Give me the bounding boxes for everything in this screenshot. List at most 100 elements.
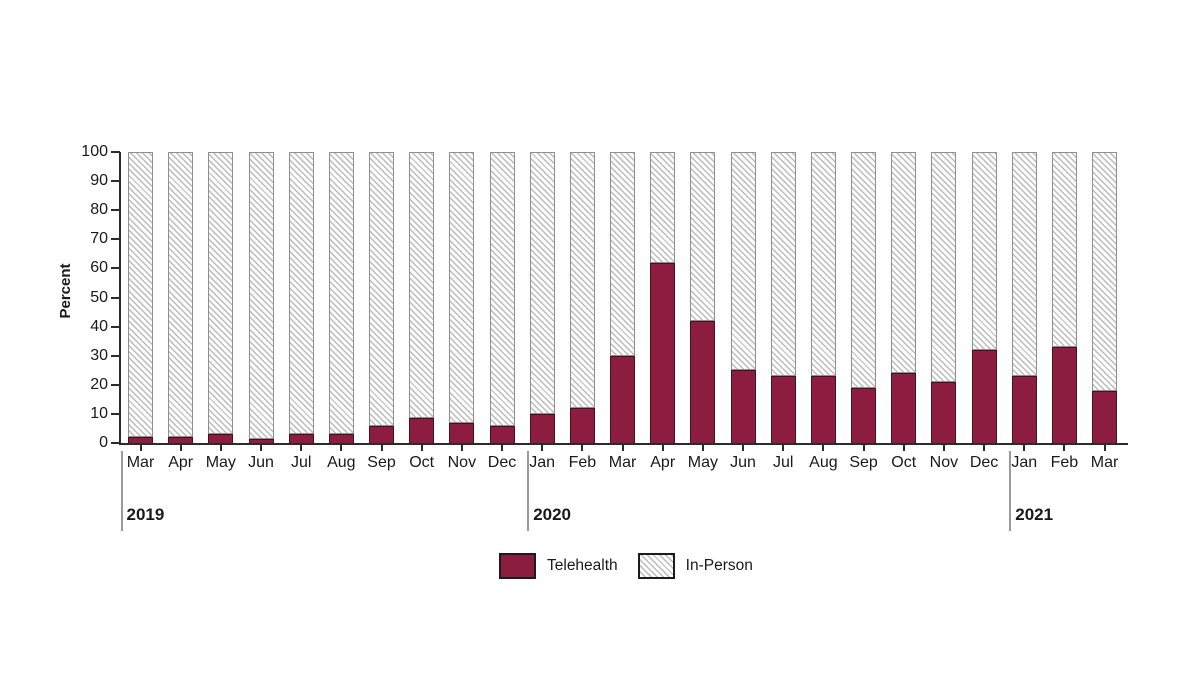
y-axis-tick-label: 50 bbox=[90, 288, 108, 306]
month-label: Apr bbox=[650, 454, 676, 471]
y-axis-tick-label: 60 bbox=[90, 259, 108, 277]
telehealth-bar-segment bbox=[610, 355, 636, 443]
month-label: Jan bbox=[1011, 454, 1038, 471]
in-person-bar-segment bbox=[569, 152, 595, 409]
y-axis-tick-label: 30 bbox=[90, 346, 108, 364]
year-label: 2020 bbox=[533, 505, 572, 524]
in-person-bar-segment bbox=[288, 152, 314, 435]
x-axis-tick bbox=[701, 445, 704, 451]
telehealth-bar-segment bbox=[971, 349, 997, 443]
x-axis-tick bbox=[501, 445, 504, 451]
telehealth-bar-segment bbox=[168, 437, 194, 443]
x-axis-tick bbox=[300, 445, 303, 451]
telehealth-bar-segment bbox=[569, 408, 595, 443]
y-axis-tick bbox=[111, 180, 120, 183]
in-person-bar-segment bbox=[1092, 152, 1118, 391]
month-label: Nov bbox=[929, 454, 959, 471]
month-label: Dec bbox=[487, 454, 517, 471]
y-axis-tick bbox=[111, 209, 120, 212]
in-person-bar-segment bbox=[328, 152, 354, 435]
x-axis-tick bbox=[139, 445, 142, 451]
in-person-legend-label: In-Person bbox=[685, 557, 753, 574]
x-axis-tick bbox=[1063, 445, 1066, 451]
in-person-bar-segment bbox=[690, 152, 716, 321]
year-label: 2019 bbox=[126, 505, 165, 524]
y-axis-line bbox=[119, 152, 121, 445]
y-axis-tick bbox=[111, 442, 120, 444]
telehealth-bar-segment bbox=[328, 434, 354, 443]
in-person-bar-segment bbox=[248, 152, 274, 439]
telehealth-bar-segment bbox=[1092, 390, 1118, 443]
x-axis-tick bbox=[942, 445, 945, 451]
in-person-bar-segment bbox=[409, 152, 435, 419]
y-axis-tick bbox=[111, 296, 120, 299]
x-axis-tick bbox=[983, 445, 986, 451]
telehealth-bar-segment bbox=[730, 370, 756, 443]
month-label: Sep bbox=[849, 454, 878, 471]
in-person-bar-segment bbox=[489, 152, 515, 426]
x-axis-tick bbox=[219, 445, 222, 451]
x-axis-tick bbox=[902, 445, 905, 451]
telehealth-bar-segment bbox=[248, 438, 274, 443]
in-person-bar-segment bbox=[128, 152, 153, 438]
month-label: Nov bbox=[447, 454, 477, 471]
telehealth-bar-segment bbox=[770, 376, 796, 443]
month-label: Mar bbox=[608, 454, 637, 471]
in-person-bar-segment bbox=[851, 152, 877, 388]
telehealth-bar-segment bbox=[690, 320, 716, 443]
in-person-bar-segment bbox=[529, 152, 555, 414]
y-axis-tick bbox=[111, 354, 120, 357]
x-axis-tick bbox=[621, 445, 624, 451]
telehealth-bar-segment bbox=[449, 422, 475, 443]
in-person-bar-segment bbox=[208, 152, 234, 435]
in-person-bar-segment bbox=[891, 152, 917, 374]
y-axis-tick-label: 80 bbox=[90, 201, 108, 219]
telehealth-bar-segment bbox=[529, 413, 555, 443]
x-axis-tick bbox=[420, 445, 423, 451]
x-axis-tick bbox=[179, 445, 182, 451]
telehealth-bar-segment bbox=[1011, 376, 1037, 443]
telehealth-bar-segment bbox=[409, 418, 435, 443]
telehealth-bar-segment bbox=[931, 381, 957, 443]
telehealth-bar-segment bbox=[128, 437, 153, 443]
x-axis-tick bbox=[862, 445, 865, 451]
y-axis-tick bbox=[111, 383, 120, 386]
in-person-bar-segment bbox=[931, 152, 957, 382]
month-label: Aug bbox=[809, 454, 838, 471]
in-person-bar-segment bbox=[610, 152, 636, 356]
month-label: Jun bbox=[730, 454, 756, 471]
telehealth-bar-segment bbox=[208, 434, 234, 443]
y-axis-tick bbox=[111, 151, 120, 153]
y-axis-tick-label: 0 bbox=[99, 434, 108, 451]
x-axis-tick bbox=[782, 445, 785, 451]
telehealth-bar-segment bbox=[891, 373, 917, 443]
x-axis-tick bbox=[460, 445, 463, 451]
x-axis-tick bbox=[1103, 445, 1106, 451]
x-axis-tick bbox=[380, 445, 383, 451]
telehealth-bar-segment bbox=[1051, 346, 1077, 443]
in-person-bar-segment bbox=[730, 152, 756, 371]
x-axis-tick bbox=[541, 445, 544, 451]
in-person-bar-segment bbox=[369, 152, 395, 426]
telehealth-bar-segment bbox=[851, 387, 877, 443]
telehealth-bar-segment bbox=[288, 434, 314, 443]
month-label: Feb bbox=[1050, 454, 1079, 471]
y-axis-tick bbox=[111, 267, 120, 270]
in-person-bar-segment bbox=[971, 152, 997, 350]
x-axis-tick bbox=[581, 445, 584, 451]
y-axis-tick-label: 20 bbox=[90, 375, 108, 393]
month-label: Dec bbox=[969, 454, 999, 471]
month-label: May bbox=[205, 454, 236, 471]
telehealth-bar-segment bbox=[650, 262, 676, 443]
year-separator-line bbox=[1009, 451, 1012, 531]
x-axis-tick bbox=[661, 445, 664, 451]
in-person-bar-segment bbox=[1051, 152, 1077, 347]
in-person-bar-segment bbox=[770, 152, 796, 377]
y-axis-tick-label: 10 bbox=[90, 404, 108, 422]
month-label: Oct bbox=[891, 454, 917, 471]
x-axis-tick bbox=[822, 445, 825, 451]
in-person-legend-swatch bbox=[637, 553, 675, 579]
month-label: Oct bbox=[409, 454, 435, 471]
x-axis-line bbox=[119, 443, 1128, 445]
